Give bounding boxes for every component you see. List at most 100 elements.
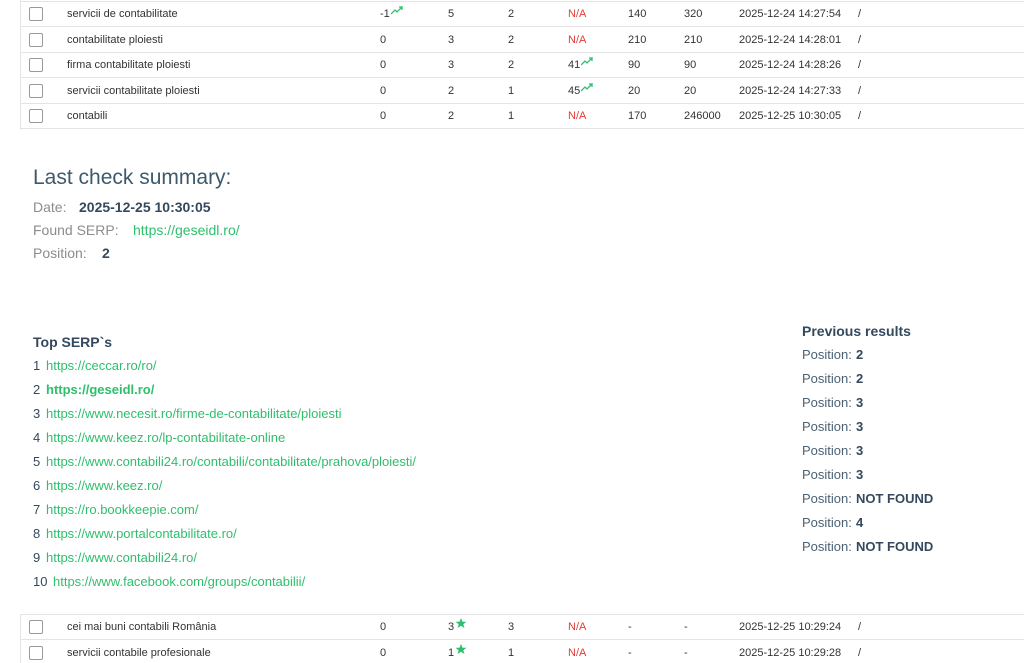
previous-value: 3 [856,419,864,434]
cell: 1 [448,646,455,659]
previous-label: Position: [802,347,852,362]
cell: 2 [508,8,515,20]
cell: 320 [684,8,703,20]
previous-value: 3 [856,467,864,482]
serp-rank: 3 [33,406,41,421]
checkbox[interactable] [29,7,43,21]
cell: 2025-12-25 10:29:28 [739,646,842,659]
previous-label: Position: [802,395,852,410]
cell: N/A [568,8,587,20]
cell: 0 [380,621,387,633]
row-divider [20,26,1024,27]
cell[interactable]: / [858,621,862,633]
serp-rank: 4 [33,430,41,445]
previous-value: 3 [856,443,864,458]
keyword: contabilitate ploiesti [67,33,164,46]
cell: 1 [508,84,515,97]
summary-label: Found SERP: [33,222,119,238]
serp-link[interactable]: https://www.keez.ro/lp-contabilitate-onl… [46,430,286,445]
checkbox[interactable] [29,83,43,98]
cell[interactable]: / [858,59,862,71]
previous-value: 3 [856,395,864,410]
star-icon [455,643,467,654]
top-serps-title: Top SERP`s [33,334,113,350]
trend-icon [581,82,593,91]
checkbox[interactable] [29,620,43,634]
keyword: servicii contabilitate ploiesti [67,84,200,97]
previous-results-title: Previous results [802,323,911,339]
cell: - [684,646,688,659]
cell: 2 [448,110,455,122]
summary-serp-link[interactable]: https://geseidl.ro/ [133,222,240,238]
cell[interactable]: / [858,110,862,122]
previous-value: NOT FOUND [856,539,934,554]
serp-rank: 5 [33,454,41,469]
cell: 170 [628,110,647,122]
cell: - [628,646,632,659]
cell: 0 [380,110,387,122]
cell: 3 [448,33,455,46]
serp-link[interactable]: https://www.facebook.com/groups/contabil… [53,574,306,589]
cell[interactable]: / [858,8,862,20]
checkbox[interactable] [29,645,43,660]
serp-link[interactable]: https://www.keez.ro/ [46,478,163,493]
cell: 140 [628,8,647,20]
cell: -1 [380,8,390,20]
serp-link[interactable]: https://ro.bookkeepie.com/ [46,502,199,517]
serp-link[interactable]: https://www.necesit.ro/firme-de-contabil… [46,406,342,421]
serp-link[interactable]: https://ceccar.ro/ro/ [46,358,157,373]
checkbox[interactable] [29,32,43,47]
checkbox[interactable] [29,58,43,72]
keyword: servicii de contabilitate [67,8,178,20]
cell: 0 [380,33,387,46]
cell[interactable]: / [858,84,862,97]
star-icon [455,618,467,628]
table-border [20,0,21,130]
cell: 0 [380,59,387,71]
serp-rank: 2 [33,382,41,397]
row-divider [20,614,1024,615]
trend-icon [391,6,403,15]
summary-title: Last check summary: [33,166,232,189]
trend-icon [581,57,593,66]
cell: 5 [448,8,455,20]
previous-label: Position: [802,515,852,530]
checkbox[interactable] [29,109,43,123]
row-divider [20,77,1024,78]
serp-rank: 10 [33,574,48,589]
cell: N/A [568,646,587,659]
cell: 2025-12-24 14:27:33 [739,84,842,97]
previous-value: 2 [856,371,864,386]
cell: 2025-12-24 14:27:54 [739,8,842,20]
summary-position: 2 [102,245,110,261]
cell: 20 [628,84,641,97]
previous-label: Position: [802,539,852,554]
keyword: firma contabilitate ploiesti [67,59,191,71]
cell: - [684,621,688,633]
previous-value: 4 [856,515,864,530]
serp-link[interactable]: https://www.contabili24.ro/ [46,550,198,565]
cell: 2025-12-25 10:29:24 [739,621,842,633]
cell: 3 [448,59,455,71]
cell: 0 [380,84,387,97]
summary-date: 2025-12-25 10:30:05 [79,199,211,215]
serp-rank: 7 [33,502,41,517]
cell: N/A [568,621,587,633]
row-divider [20,1,1024,2]
serp-link[interactable]: https://geseidl.ro/ [46,382,155,397]
serp-link[interactable]: https://www.contabili24.ro/contabili/con… [46,454,416,469]
serp-rank: 9 [33,550,41,565]
summary-label: Position: [33,245,87,261]
cell[interactable]: / [858,33,862,46]
row-divider [20,52,1024,53]
serp-link[interactable]: https://www.portalcontabilitate.ro/ [46,526,237,541]
previous-label: Position: [802,491,852,506]
previous-label: Position: [802,371,852,386]
cell: 3 [448,621,455,633]
cell: 246000 [684,110,721,122]
cell: 41 [568,59,581,71]
cell[interactable]: / [858,646,862,659]
serp-rank: 8 [33,526,41,541]
serp-rank: 1 [33,358,41,373]
cell: 2025-12-24 14:28:01 [739,33,842,46]
